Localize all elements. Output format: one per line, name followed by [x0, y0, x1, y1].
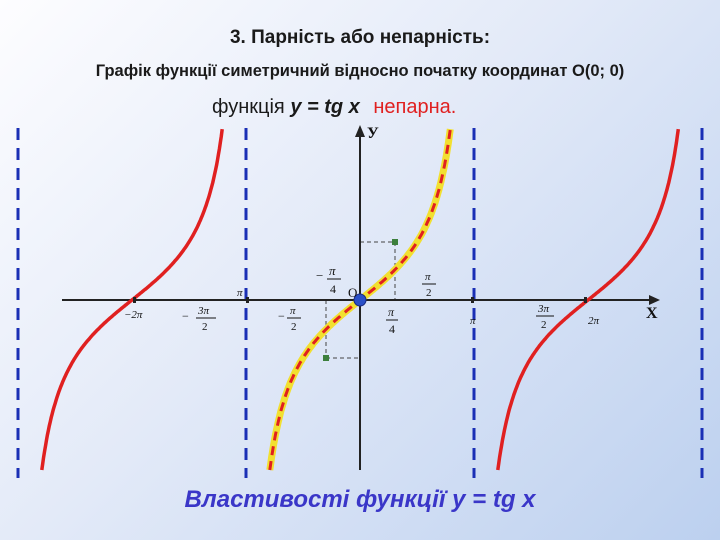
svg-text:3π: 3π	[197, 305, 210, 317]
svg-text:2: 2	[426, 287, 432, 299]
tangent-branch	[496, 128, 681, 471]
x-axis-arrow	[649, 295, 660, 305]
tick-minus-pi-2: − π 2	[278, 305, 301, 333]
origin-label: O	[348, 285, 357, 300]
tick-minus-3pi-2: − 3π 2	[182, 305, 216, 333]
svg-text:4: 4	[330, 282, 336, 296]
statement-prefix: функція	[212, 96, 285, 118]
slide-subtitle: Графік функції симетричний відносно поча…	[95, 62, 625, 80]
statement-function: y = tg x	[290, 96, 360, 118]
tick-pi: π	[470, 315, 476, 327]
svg-text:π: π	[329, 263, 336, 278]
svg-text:−: −	[316, 268, 323, 283]
y-axis-arrow	[355, 125, 365, 137]
tangent-branch	[40, 128, 224, 471]
x-axis-label: X	[646, 305, 658, 322]
origin-dot	[353, 293, 367, 307]
svg-text:π: π	[425, 271, 431, 283]
svg-text:π: π	[388, 305, 395, 319]
tick-marks	[133, 297, 587, 303]
y-axis-label: У	[367, 125, 379, 142]
point-pi-over-4	[392, 239, 398, 245]
footer-caption: Властивості функції y = tg x	[184, 486, 536, 513]
tick-2pi: 2π	[588, 315, 600, 327]
svg-text:−: −	[278, 309, 285, 323]
slide-title: 3. Парність або непарність:	[229, 27, 491, 48]
tick-minus-2pi: −2π	[124, 309, 143, 321]
markers	[323, 239, 398, 361]
tick-pi-4: π 4	[386, 305, 398, 336]
asymptotes	[16, 128, 704, 478]
function-statement: функція y = tg x непарна.	[212, 96, 456, 119]
svg-text:4: 4	[389, 322, 395, 336]
svg-text:2: 2	[202, 321, 208, 333]
tick-3pi-2: 3π 2	[536, 303, 554, 331]
svg-text:3π: 3π	[537, 303, 550, 315]
svg-text:2: 2	[291, 321, 297, 333]
svg-text:−: −	[182, 309, 189, 323]
svg-text:π: π	[290, 305, 296, 317]
svg-text:2: 2	[541, 319, 547, 331]
tick-minus-pi: π	[237, 287, 243, 299]
tick-minus-pi-4: − π 4	[316, 263, 341, 296]
tick-pi-2: π 2	[422, 271, 436, 299]
point-minus-pi-over-4	[323, 355, 329, 361]
statement-result: непарна.	[373, 96, 457, 118]
